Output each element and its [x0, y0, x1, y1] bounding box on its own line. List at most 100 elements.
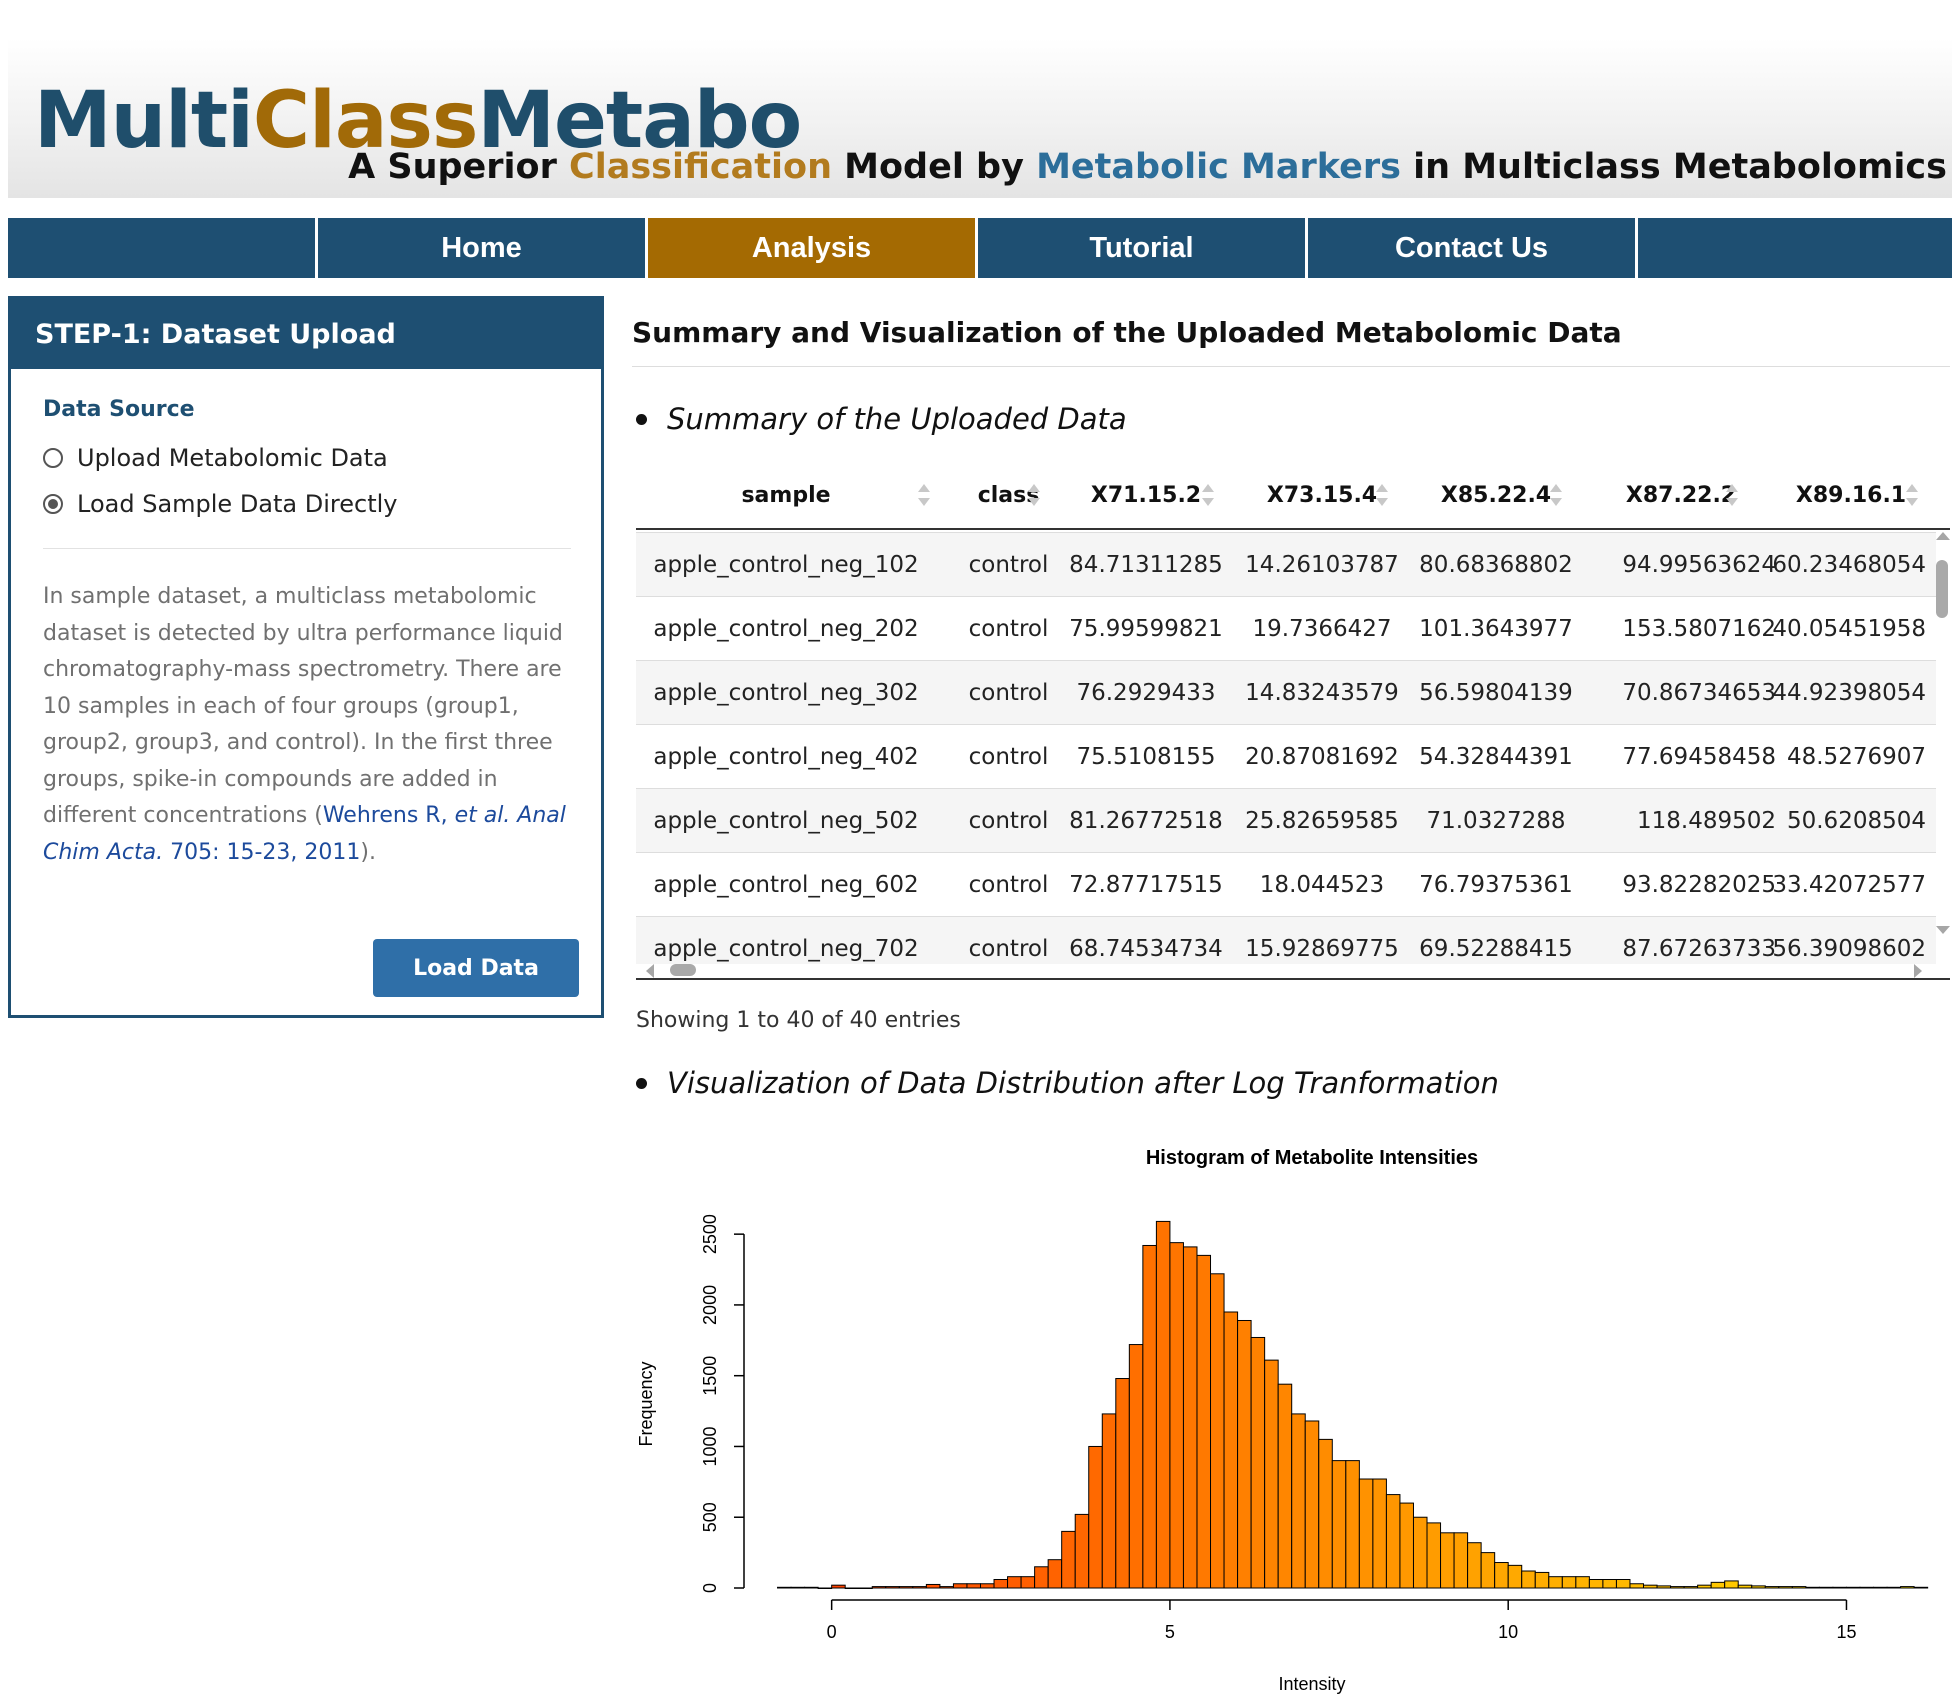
- table-row[interactable]: apple_control_neg_202 control 75.99599821 1…: [636, 596, 1936, 660]
- histogram-bar: [912, 1586, 927, 1589]
- histogram-bar: [1223, 1311, 1239, 1589]
- histogram-bar: [1710, 1581, 1726, 1589]
- histogram-bar: [1047, 1559, 1063, 1589]
- histogram-bar: [777, 1586, 792, 1589]
- histogram-bar: [1196, 1254, 1212, 1589]
- chart-title: Histogram of Metabolite Intensities: [1146, 1147, 1478, 1169]
- histogram-bar: [1372, 1478, 1387, 1589]
- sort-icon[interactable]: [1726, 484, 1738, 506]
- histogram-bar: [1210, 1273, 1225, 1589]
- cell-x85: 80.68368802: [1419, 552, 1573, 578]
- histogram-bar: [1778, 1586, 1793, 1589]
- table-row[interactable]: apple_control_neg_702 control 68.74534734 1…: [636, 916, 1936, 964]
- histogram-bar: [1291, 1413, 1306, 1589]
- app-logo[interactable]: MultiClassMetabo: [34, 76, 802, 166]
- y-axis-label: Frequency: [636, 1361, 656, 1446]
- table-row[interactable]: apple_control_neg_502 control 81.26772518 2…: [636, 788, 1936, 852]
- cell-x85: 56.59804139: [1419, 680, 1573, 706]
- cell-sample: apple_control_neg_502: [653, 808, 919, 834]
- cell-x87: 93.82282025: [1622, 872, 1776, 898]
- histogram-bar: [1467, 1542, 1482, 1589]
- scroll-thumb[interactable]: [670, 964, 696, 976]
- sort-icon[interactable]: [1028, 484, 1040, 506]
- nav-tutorial[interactable]: Tutorial: [978, 218, 1308, 278]
- histogram-bar: [1737, 1584, 1753, 1589]
- histogram-bar: [1088, 1445, 1103, 1589]
- load-data-button[interactable]: Load Data: [373, 939, 579, 997]
- histogram-bar: [898, 1586, 914, 1589]
- nav-analysis[interactable]: Analysis: [648, 218, 978, 278]
- vertical-scrollbar[interactable]: [1930, 532, 1950, 942]
- y-tick-label: 0: [700, 1583, 720, 1593]
- table-row[interactable]: apple_control_neg_602 control 72.87717515 1…: [636, 852, 1936, 916]
- cell-class: control: [968, 552, 1049, 578]
- y-tick-label: 500: [700, 1502, 720, 1532]
- table-row[interactable]: apple_control_neg_402 control 75.5108155 20…: [636, 724, 1936, 788]
- cell-sample: apple_control_neg_602: [653, 872, 919, 898]
- column-header-x87[interactable]: X87.22.2: [1625, 482, 1737, 508]
- histogram-bar: [1453, 1532, 1469, 1589]
- histogram-bar: [1561, 1576, 1577, 1589]
- cell-x71: 68.74534734: [1069, 936, 1223, 962]
- nav-home[interactable]: Home: [318, 218, 648, 278]
- column-header-x71[interactable]: X71.15.2: [1090, 482, 1202, 508]
- radio-upload-data[interactable]: Upload Metabolomic Data: [43, 444, 571, 472]
- histogram-bar: [844, 1587, 860, 1589]
- histogram-bar: [966, 1583, 981, 1589]
- cell-x89: 48.5276907: [1786, 744, 1926, 770]
- column-header-x85[interactable]: X85.22.4: [1440, 482, 1552, 508]
- table-row[interactable]: apple_control_neg_102 control 84.71311285 1…: [636, 532, 1936, 596]
- y-tick-label: 2000: [700, 1285, 720, 1325]
- histogram-bar: [1602, 1579, 1617, 1589]
- cell-sample: apple_control_neg_302: [653, 680, 919, 706]
- scroll-up-icon[interactable]: [1936, 532, 1950, 540]
- histogram-bar: [1358, 1478, 1374, 1589]
- scroll-left-icon[interactable]: [646, 964, 654, 978]
- cell-x71: 76.2929433: [1076, 680, 1216, 706]
- cell-x73: 15.92869775: [1245, 936, 1399, 962]
- histogram-bar: [1818, 1586, 1834, 1589]
- histogram-bar: [790, 1586, 806, 1589]
- table-row[interactable]: apple_control_neg_302 control 76.2929433 14…: [636, 660, 1936, 724]
- scroll-down-icon[interactable]: [1936, 926, 1950, 934]
- histogram-bar: [1155, 1220, 1171, 1589]
- nav-contact-us[interactable]: Contact Us: [1308, 218, 1638, 278]
- sort-icon[interactable]: [1202, 484, 1214, 506]
- radio-load-sample[interactable]: Load Sample Data Directly: [43, 490, 571, 518]
- histogram-bar: [1074, 1513, 1090, 1589]
- histogram-bar: [871, 1586, 887, 1589]
- histogram-bar: [1724, 1580, 1739, 1589]
- cell-x73: 19.7366427: [1252, 616, 1392, 642]
- histogram-bar: [1034, 1566, 1049, 1589]
- horizontal-scrollbar[interactable]: [636, 960, 1950, 980]
- cell-x89: 56.39098602: [1772, 936, 1926, 962]
- scroll-right-icon[interactable]: [1914, 964, 1922, 978]
- table-info: Showing 1 to 40 of 40 entries: [636, 1008, 961, 1033]
- cell-x73: 14.26103787: [1245, 552, 1399, 578]
- column-header-x73[interactable]: X73.15.4: [1266, 482, 1378, 508]
- sort-icon[interactable]: [1376, 484, 1388, 506]
- histogram-bar: [1683, 1586, 1699, 1589]
- histogram-bar: [1629, 1583, 1645, 1589]
- sort-icon[interactable]: [1906, 484, 1918, 506]
- cell-x87: 77.69458458: [1622, 744, 1776, 770]
- histogram-bar: [1399, 1502, 1414, 1589]
- cell-x85: 71.0327288: [1426, 808, 1566, 834]
- sort-icon[interactable]: [1550, 484, 1562, 506]
- cell-class: control: [968, 936, 1049, 962]
- cell-class: control: [968, 616, 1049, 642]
- radio-checked-icon[interactable]: [43, 494, 63, 514]
- column-header-x89[interactable]: X89.16.1: [1795, 482, 1907, 508]
- histogram-bar: [1845, 1586, 1861, 1589]
- citation-link[interactable]: Wehrens R, et al. Anal Chim Acta. 705: 1…: [43, 803, 566, 865]
- sort-icon[interactable]: [918, 484, 930, 506]
- column-header-sample[interactable]: sample: [741, 482, 831, 508]
- histogram-bar: [1791, 1586, 1807, 1589]
- cell-sample: apple_control_neg_702: [653, 936, 919, 962]
- histogram-bar: [1128, 1344, 1144, 1589]
- scroll-thumb[interactable]: [1936, 560, 1948, 618]
- x-tick-label: 15: [1836, 1622, 1856, 1642]
- cell-x87: 94.99563624: [1622, 552, 1776, 578]
- data-source-label: Data Source: [43, 397, 195, 422]
- radio-circle-icon[interactable]: [43, 448, 63, 468]
